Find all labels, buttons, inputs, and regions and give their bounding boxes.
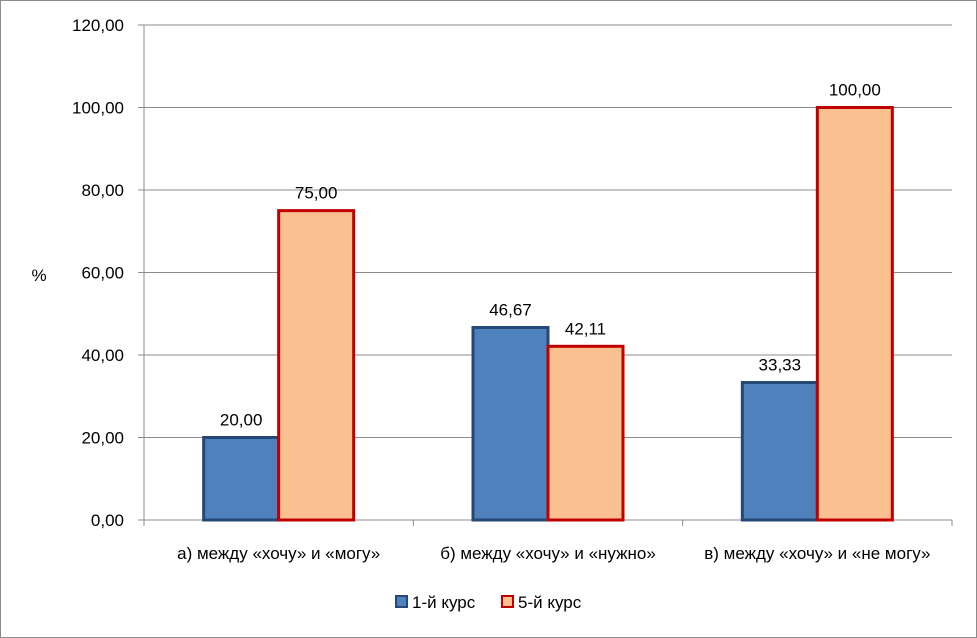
data-label: 100,00 [829,81,881,100]
x-category-label: а) между «хочу» и «могу» [177,544,380,563]
legend-label: 5-й курс [518,593,582,612]
data-label: 75,00 [295,184,338,203]
legend: 1-й курс 5-й курс [395,593,582,612]
y-tick-label: 0,00 [91,511,124,530]
y-tick-label: 20,00 [81,429,124,448]
y-tick-label: 60,00 [81,264,124,283]
legend-swatch [501,595,514,608]
data-label: 33,33 [759,356,802,375]
bars [202,106,894,522]
data-label: 46,67 [489,300,532,319]
x-category-label: в) между «хочу» и «не могу» [704,544,930,563]
bar [546,344,625,522]
bar [277,209,356,522]
bar [202,436,281,522]
y-tick-label: 40,00 [81,346,124,365]
legend-label: 1-й курс [412,593,476,612]
y-tick-label: 100,00 [72,99,124,118]
y-tick-label: 120,00 [72,16,124,35]
data-label: 20,00 [220,411,263,430]
y-axis-label: % [31,266,46,285]
data-label: 42,11 [565,319,606,338]
bar [471,325,550,522]
legend-swatch [395,595,408,608]
x-category-label: б) между «хочу» и «нужно» [440,544,656,563]
y-tick-label: 80,00 [81,181,124,200]
bar [815,106,894,522]
bar [740,381,819,522]
data-labels: 20,00 75,00 46,67 42,11 33,33 100,00 [220,81,881,430]
